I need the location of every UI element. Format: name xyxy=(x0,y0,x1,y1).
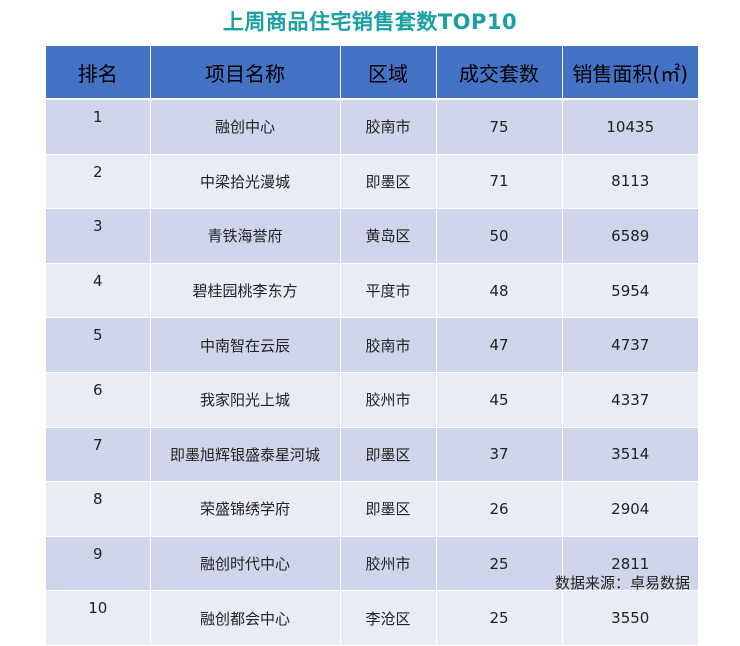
cell-district: 胶州市 xyxy=(340,536,437,592)
cell-area: 2811 xyxy=(562,536,698,592)
cell-project: 融创都会中心 xyxy=(150,590,341,646)
cell-project: 我家阳光上城 xyxy=(150,372,341,428)
table-row: 1 融创中心 胶南市 75 10435 xyxy=(46,99,698,155)
cell-area: 2904 xyxy=(562,481,698,537)
cell-district: 胶南市 xyxy=(340,99,437,155)
cell-area: 5954 xyxy=(562,263,698,319)
cell-district: 平度市 xyxy=(340,263,437,319)
cell-district: 胶南市 xyxy=(340,317,437,373)
cell-units: 50 xyxy=(436,208,563,264)
cell-district: 即墨区 xyxy=(340,427,437,483)
cell-district: 即墨区 xyxy=(340,481,437,537)
header-row: 排名 项目名称 区域 成交套数 销售面积(㎡) xyxy=(46,46,698,100)
cell-area: 10435 xyxy=(562,99,698,155)
cell-rank: 8 xyxy=(46,481,151,537)
table-body: 1 融创中心 胶南市 75 10435 2 中梁拾光漫城 即墨区 71 8113 3 青铁海誉府 黄岛区… xyxy=(46,99,698,646)
cell-units: 71 xyxy=(436,154,563,210)
table-row: 6 我家阳光上城 胶州市 45 4337 xyxy=(46,372,698,428)
cell-rank: 2 xyxy=(46,154,151,210)
cell-rank: 1 xyxy=(46,99,151,155)
cell-units: 75 xyxy=(436,99,563,155)
header-project: 项目名称 xyxy=(150,46,341,100)
cell-rank: 4 xyxy=(46,263,151,319)
cell-project: 融创中心 xyxy=(150,99,341,155)
table-row: 2 中梁拾光漫城 即墨区 71 8113 xyxy=(46,154,698,210)
cell-project: 中梁拾光漫城 xyxy=(150,154,341,210)
cell-project: 融创时代中心 xyxy=(150,536,341,592)
cell-units: 48 xyxy=(436,263,563,319)
table-row: 7 即墨旭辉银盛泰星河城 即墨区 37 3514 xyxy=(46,427,698,483)
ranking-table: 排名 项目名称 区域 成交套数 销售面积(㎡) 1 融创中心 胶南市 75 10435 2… xyxy=(46,46,698,646)
cell-area: 3514 xyxy=(562,427,698,483)
cell-rank: 9 xyxy=(46,536,151,592)
data-source-note: 数据来源：卓易数据 xyxy=(554,574,690,592)
cell-area: 3550 xyxy=(562,590,698,646)
table-row: 8 荣盛锦绣学府 即墨区 26 2904 xyxy=(46,481,698,537)
cell-units: 37 xyxy=(436,427,563,483)
table-row: 4 碧桂园桃李东方 平度市 48 5954 xyxy=(46,263,698,319)
table-title: 上周商品住宅销售套数TOP10 xyxy=(222,10,518,34)
cell-rank: 6 xyxy=(46,372,151,428)
cell-rank: 5 xyxy=(46,317,151,373)
table-row: 3 青铁海誉府 黄岛区 50 6589 xyxy=(46,208,698,264)
header-units: 成交套数 xyxy=(436,46,563,100)
cell-project: 即墨旭辉银盛泰星河城 xyxy=(150,427,341,483)
cell-project: 碧桂园桃李东方 xyxy=(150,263,341,319)
cell-rank: 3 xyxy=(46,208,151,264)
cell-units: 47 xyxy=(436,317,563,373)
cell-area: 6589 xyxy=(562,208,698,264)
cell-district: 胶州市 xyxy=(340,372,437,428)
cell-project: 中南智在云辰 xyxy=(150,317,341,373)
cell-rank: 7 xyxy=(46,427,151,483)
cell-area: 4337 xyxy=(562,372,698,428)
table-row: 9 融创时代中心 胶州市 25 2811 xyxy=(46,536,698,592)
cell-units: 25 xyxy=(436,590,563,646)
table-row: 10 融创都会中心 李沧区 25 3550 xyxy=(46,590,698,646)
cell-rank: 10 xyxy=(46,590,151,646)
cell-units: 25 xyxy=(436,536,563,592)
cell-district: 即墨区 xyxy=(340,154,437,210)
cell-district: 李沧区 xyxy=(340,590,437,646)
cell-district: 黄岛区 xyxy=(340,208,437,264)
table-row: 5 中南智在云辰 胶南市 47 4737 xyxy=(46,317,698,373)
cell-units: 26 xyxy=(436,481,563,537)
cell-project: 青铁海誉府 xyxy=(150,208,341,264)
cell-area: 8113 xyxy=(562,154,698,210)
cell-project: 荣盛锦绣学府 xyxy=(150,481,341,537)
cell-units: 45 xyxy=(436,372,563,428)
header-district: 区域 xyxy=(340,46,437,100)
header-area: 销售面积(㎡) xyxy=(562,46,698,100)
cell-area: 4737 xyxy=(562,317,698,373)
header-rank: 排名 xyxy=(46,46,151,100)
